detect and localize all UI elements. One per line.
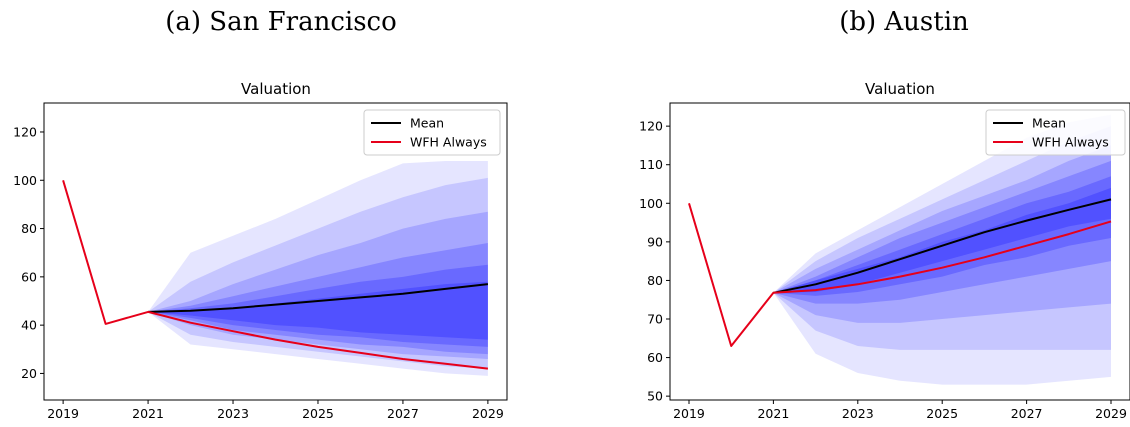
x-tick-label: 2025 [926, 406, 958, 421]
series-line-wfh-always [62, 180, 489, 370]
panel-austin: (b) Austin Valuation 50 60 70 80 90 100 110 120… [639, 7, 1130, 421]
plot-frame [669, 102, 1130, 401]
y-tick-label: 80 [21, 221, 37, 236]
x-tick-label: 2027 [1011, 406, 1043, 421]
series-lines [62, 180, 489, 370]
plot-frame [43, 102, 508, 401]
series-line-wfh-always [688, 203, 1112, 347]
x-tick-label: 2029 [1095, 406, 1127, 421]
x-tick-label: 2021 [132, 406, 164, 421]
y-tick-label: 120 [639, 119, 663, 134]
x-tick-label: 2025 [302, 406, 334, 421]
y-tick-label: 80 [647, 273, 663, 288]
y-axis: 20 40 60 80 100 120 [13, 124, 44, 381]
y-axis: 50 60 70 80 90 100 110 120 [639, 119, 670, 404]
x-tick-label: 2029 [472, 406, 504, 421]
x-tick-label: 2019 [673, 406, 705, 421]
y-tick-label: 60 [21, 269, 37, 284]
legend: Mean WFH Always [363, 109, 501, 156]
fan-band-4 [148, 264, 488, 347]
legend: Mean WFH Always [985, 109, 1126, 156]
legend-label-mean: Mean [1032, 116, 1066, 131]
legend-box [985, 109, 1126, 156]
fan-band-0 [148, 161, 488, 376]
y-tick-label: 90 [647, 234, 663, 249]
x-tick-label: 2027 [387, 406, 419, 421]
fan-band-2 [148, 211, 488, 359]
legend-label-mean: Mean [410, 116, 444, 131]
fan-band-1 [148, 177, 488, 369]
legend-box [363, 109, 501, 156]
chart-title: Valuation [865, 80, 935, 98]
series-line-mean [148, 283, 489, 313]
x-tick-label: 2023 [842, 406, 874, 421]
panel-caption: (b) Austin [839, 7, 969, 37]
legend-label-wfh-always: WFH Always [410, 135, 487, 150]
fan-bands [148, 161, 488, 376]
fan-bands [773, 114, 1111, 385]
x-tick-label: 2021 [757, 406, 789, 421]
chart-title: Valuation [241, 80, 311, 98]
y-tick-label: 60 [647, 350, 663, 365]
y-tick-label: 100 [13, 173, 37, 188]
fan-band-5 [148, 281, 488, 340]
fan-band-4 [773, 176, 1111, 296]
legend-label-wfh-always: WFH Always [1032, 135, 1109, 150]
fan-band-3 [773, 160, 1111, 304]
y-tick-label: 120 [13, 124, 37, 139]
fan-band-1 [773, 126, 1111, 350]
y-tick-label: 50 [647, 389, 663, 404]
x-axis: 2019 2021 2023 2025 2027 2029 [47, 400, 504, 421]
fan-band-3 [148, 243, 488, 355]
y-tick-label: 70 [647, 312, 663, 327]
x-axis: 2019 2021 2023 2025 2027 2029 [673, 400, 1127, 421]
fan-band-2 [773, 145, 1111, 323]
panel-san-francisco: (a) San Francisco Valuation 20 40 60 80 100 1… [13, 7, 508, 421]
series-lines [688, 198, 1112, 347]
y-tick-label: 40 [21, 318, 37, 333]
x-tick-label: 2023 [217, 406, 249, 421]
x-tick-label: 2019 [47, 406, 79, 421]
fan-band-0 [773, 114, 1111, 385]
panel-caption: (a) San Francisco [165, 7, 397, 37]
y-tick-label: 20 [21, 366, 37, 381]
y-tick-label: 100 [639, 196, 663, 211]
series-line-mean [773, 198, 1112, 294]
y-tick-label: 110 [639, 157, 663, 172]
